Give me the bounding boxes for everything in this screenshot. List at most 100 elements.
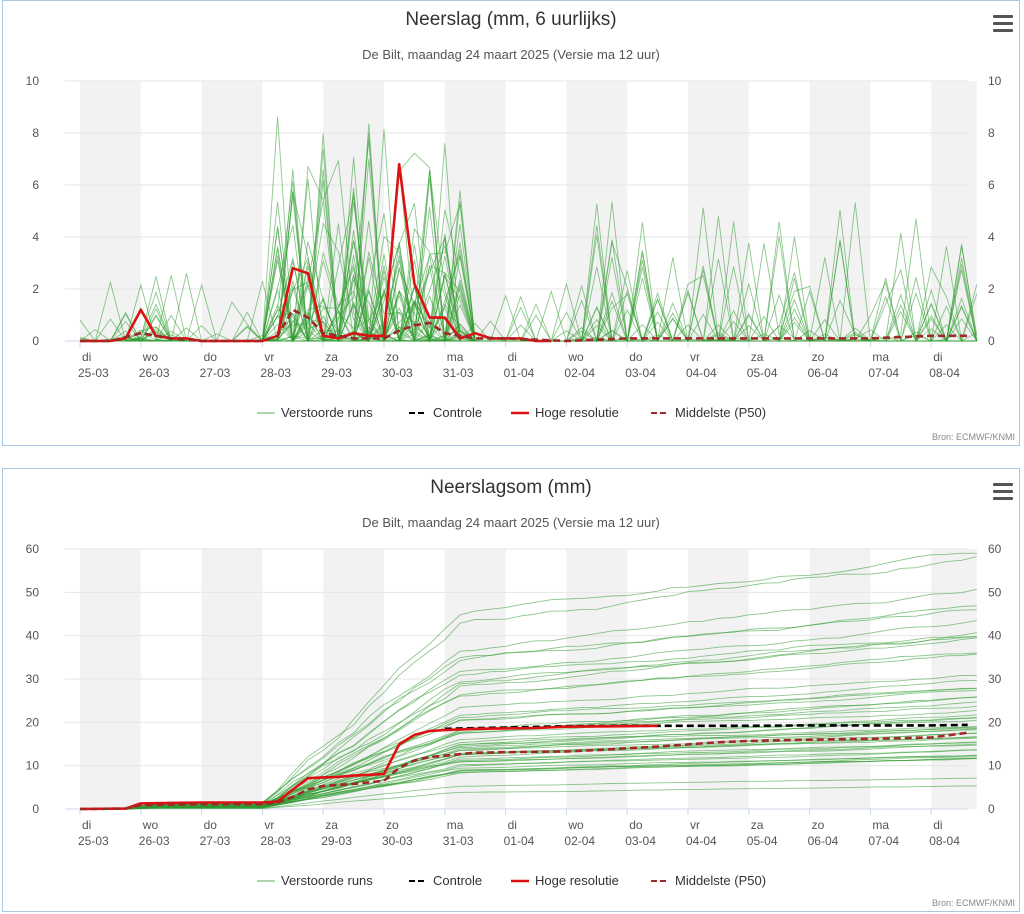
- perturbed-run-line: [80, 785, 977, 810]
- x-tick-day-label: za: [751, 818, 764, 832]
- x-tick-day-label: ma: [872, 350, 889, 364]
- x-tick-day-label: do: [204, 350, 218, 364]
- x-tick-date-label: 28-03: [260, 366, 291, 380]
- series-line-middelste-p50-: [79, 731, 968, 811]
- x-tick-date-label: 07-04: [868, 366, 899, 380]
- legend-item-label[interactable]: Controle: [433, 405, 482, 420]
- y-tick-label-left: 30: [26, 672, 40, 686]
- x-tick-date-label: 04-04: [686, 366, 717, 380]
- precipitation-chart-panel: Neerslag (mm, 6 uurlijks) De Bilt, maand…: [2, 0, 1020, 446]
- legend-item-label[interactable]: Middelste (P50): [675, 873, 766, 888]
- x-tick-date-label: 05-04: [747, 366, 778, 380]
- x-tick-day-label: do: [629, 818, 643, 832]
- x-tick-date-label: 25-03: [78, 366, 109, 380]
- legend-item-label[interactable]: Controle: [433, 873, 482, 888]
- y-tick-label-right: 10: [988, 74, 1002, 88]
- x-tick-date-label: 26-03: [139, 366, 170, 380]
- x-tick-day-label: di: [508, 350, 517, 364]
- y-tick-label-left: 50: [26, 585, 40, 599]
- cumulative-precipitation-chart-svg: 0 0 10 10 20 20 30 30 40 40 50 50 60 60 di 25-03 wo 26-03…: [26, 542, 1002, 888]
- x-tick-day-label: wo: [567, 350, 584, 364]
- x-tick-date-label: 08-04: [929, 834, 960, 848]
- y-tick-label-left: 10: [26, 759, 40, 773]
- x-tick-day-label: vr: [264, 818, 274, 832]
- y-tick-label-left: 20: [26, 715, 40, 729]
- y-tick-label-left: 10: [26, 74, 40, 88]
- x-tick-date-label: 01-04: [504, 366, 535, 380]
- y-tick-label-left: 2: [32, 282, 39, 296]
- x-tick-date-label: 02-04: [564, 366, 595, 380]
- x-tick-day-label: do: [204, 818, 218, 832]
- y-tick-label-left: 4: [32, 230, 39, 244]
- x-tick-date-label: 29-03: [321, 834, 352, 848]
- y-tick-label-left: 40: [26, 629, 40, 643]
- x-tick-day-label: wo: [142, 350, 159, 364]
- y-tick-label-right: 20: [988, 715, 1002, 729]
- day-band: [201, 81, 263, 341]
- precipitation-chart-svg: 0 0 2 2 4 4 6 6 8 8 10 10 di 25-03 wo 26-03 do 27-03 vr 28-…: [26, 74, 1002, 420]
- x-tick-day-label: zo: [812, 818, 825, 832]
- chart-source: Bron: ECMWF/KNMI: [931, 898, 1015, 908]
- y-tick-label-right: 30: [988, 672, 1002, 686]
- y-tick-label-right: 4: [988, 230, 995, 244]
- y-tick-label-right: 60: [988, 542, 1002, 556]
- x-tick-day-label: wo: [567, 818, 584, 832]
- x-tick-date-label: 07-04: [868, 834, 899, 848]
- x-tick-date-label: 01-04: [504, 834, 535, 848]
- legend-item-label[interactable]: Middelste (P50): [675, 405, 766, 420]
- x-tick-date-label: 27-03: [200, 834, 231, 848]
- x-tick-date-label: 31-03: [443, 834, 474, 848]
- perturbed-run-line: [80, 744, 977, 810]
- x-tick-day-label: ma: [447, 350, 464, 364]
- hamburger-menu-icon[interactable]: [993, 15, 1013, 33]
- y-tick-label-left: 0: [32, 802, 39, 816]
- day-band: [566, 81, 628, 341]
- x-tick-date-label: 25-03: [78, 834, 109, 848]
- y-tick-label-left: 0: [32, 334, 39, 348]
- legend-item-label[interactable]: Hoge resolutie: [535, 873, 619, 888]
- x-tick-date-label: 05-04: [747, 834, 778, 848]
- legend-item-label[interactable]: Hoge resolutie: [535, 405, 619, 420]
- x-tick-day-label: ma: [447, 818, 464, 832]
- day-band: [688, 81, 749, 341]
- x-tick-date-label: 03-04: [625, 834, 656, 848]
- x-tick-day-label: zo: [812, 350, 825, 364]
- x-tick-day-label: vr: [690, 818, 700, 832]
- y-tick-label-right: 50: [988, 585, 1002, 599]
- series-line-middelste-p50-: [80, 308, 968, 343]
- x-tick-date-label: 26-03: [139, 834, 170, 848]
- y-tick-label-right: 0: [988, 334, 995, 348]
- x-tick-day-label: zo: [386, 350, 399, 364]
- hamburger-menu-icon[interactable]: [993, 483, 1013, 501]
- y-tick-label-right: 8: [988, 126, 995, 140]
- x-tick-date-label: 30-03: [382, 834, 413, 848]
- perturbed-run-line: [80, 687, 977, 810]
- y-tick-label-right: 10: [988, 759, 1002, 773]
- x-tick-date-label: 02-04: [564, 834, 595, 848]
- y-tick-label-right: 6: [988, 178, 995, 192]
- x-tick-date-label: 06-04: [808, 834, 839, 848]
- x-tick-day-label: zo: [386, 818, 399, 832]
- day-band: [444, 81, 506, 341]
- chart-source: Bron: ECMWF/KNMI: [931, 432, 1015, 442]
- perturbed-run-line: [80, 714, 977, 810]
- x-tick-day-label: ma: [872, 818, 889, 832]
- y-tick-label-right: 2: [988, 282, 995, 296]
- x-tick-day-label: di: [933, 350, 942, 364]
- cumulative-precipitation-chart-panel: Neerslagsom (mm) De Bilt, maandag 24 maa…: [2, 468, 1020, 912]
- x-tick-day-label: di: [82, 350, 91, 364]
- chart-subtitle: De Bilt, maandag 24 maart 2025 (Versie m…: [362, 47, 660, 62]
- x-tick-date-label: 27-03: [200, 366, 231, 380]
- legend-item-label[interactable]: Verstoorde runs: [281, 405, 373, 420]
- legend-item-label[interactable]: Verstoorde runs: [281, 873, 373, 888]
- x-tick-day-label: di: [508, 818, 517, 832]
- x-tick-day-label: za: [751, 350, 764, 364]
- x-tick-day-label: wo: [142, 818, 159, 832]
- y-tick-label-left: 60: [26, 542, 40, 556]
- x-tick-date-label: 31-03: [443, 366, 474, 380]
- x-tick-date-label: 04-04: [686, 834, 717, 848]
- x-tick-date-label: 30-03: [382, 366, 413, 380]
- x-tick-day-label: di: [82, 818, 91, 832]
- chart-title: Neerslag (mm, 6 uurlijks): [405, 9, 617, 30]
- y-tick-label-right: 40: [988, 629, 1002, 643]
